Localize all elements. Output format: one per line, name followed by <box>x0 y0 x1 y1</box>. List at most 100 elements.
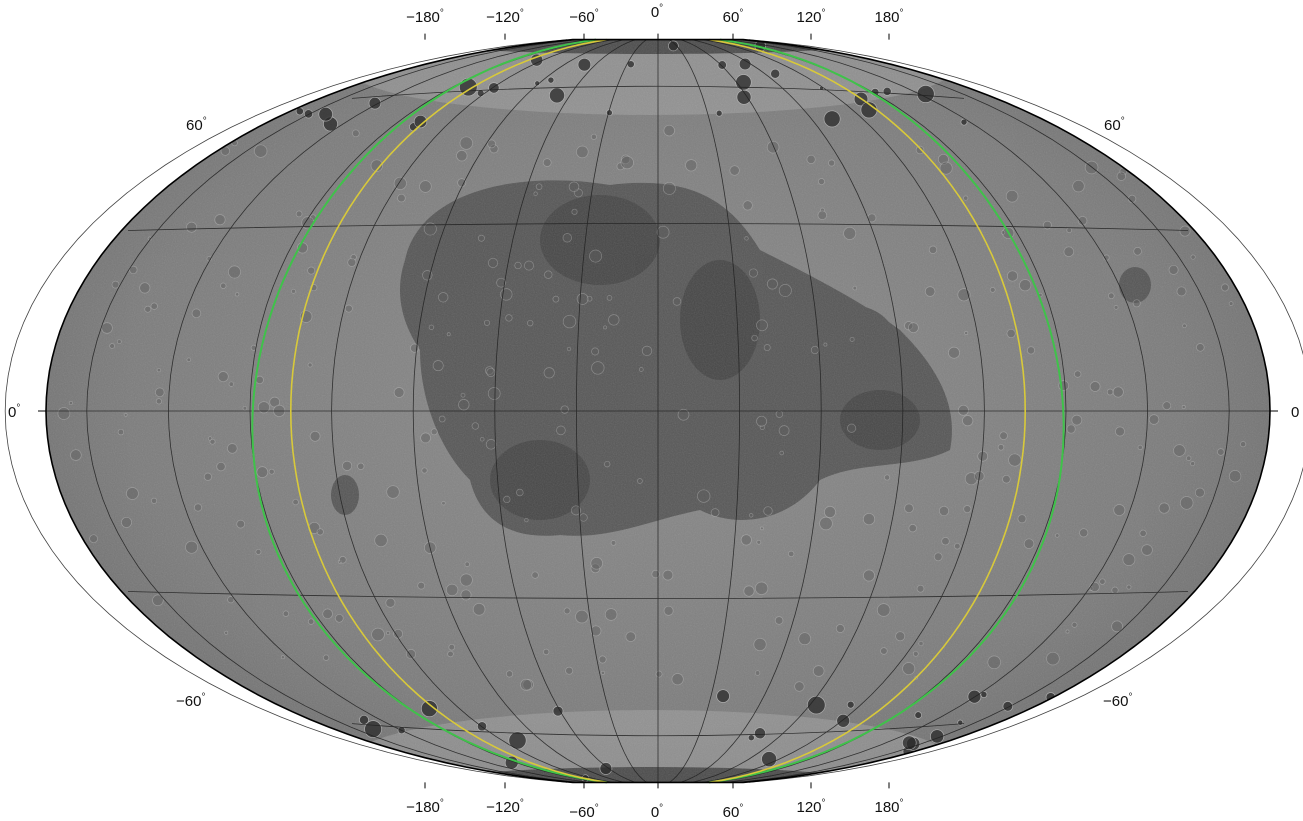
crater <box>715 109 723 117</box>
lon-label-top: −120° <box>486 8 524 26</box>
crater <box>1221 283 1229 292</box>
crater <box>430 428 438 436</box>
crater <box>445 583 459 597</box>
crater <box>228 265 241 279</box>
crater <box>608 314 620 326</box>
crater <box>740 534 752 546</box>
crater <box>823 110 841 128</box>
crater <box>516 488 524 497</box>
crater <box>863 569 875 582</box>
crater <box>924 286 936 297</box>
crater <box>957 404 969 416</box>
crater <box>1190 461 1196 467</box>
crater <box>756 319 768 332</box>
crater <box>280 655 285 660</box>
crater <box>763 344 771 352</box>
crater <box>744 236 749 241</box>
crater <box>987 655 1001 670</box>
crater <box>1176 286 1187 297</box>
crater <box>417 581 426 590</box>
crater <box>824 506 836 518</box>
crater <box>1084 160 1099 175</box>
crater <box>1132 299 1141 308</box>
crater <box>862 513 876 526</box>
lat-label-right: 0 <box>1291 404 1299 421</box>
crater <box>749 513 754 518</box>
crater <box>485 366 494 375</box>
crater <box>268 468 275 475</box>
crater <box>779 450 784 456</box>
crater <box>1005 189 1019 203</box>
crater <box>794 681 805 692</box>
crater <box>754 727 766 740</box>
crater <box>1008 453 1022 467</box>
crater <box>423 222 437 236</box>
crater <box>432 360 444 372</box>
crater <box>419 180 432 193</box>
crater <box>1181 405 1186 409</box>
crater <box>186 221 198 233</box>
crater <box>393 387 405 398</box>
crater <box>386 485 400 499</box>
lon-label-bottom: 0° <box>651 803 663 821</box>
crater <box>1194 487 1205 498</box>
crater <box>962 415 974 427</box>
crater <box>307 618 315 625</box>
crater <box>662 569 674 581</box>
crater <box>505 314 513 322</box>
crater <box>603 325 608 330</box>
crater <box>70 449 82 461</box>
crater <box>549 87 565 104</box>
bottom-longitude-labels: −180° −120° −60° 0° 60° 120° 180° <box>406 798 903 821</box>
crater <box>565 666 574 675</box>
crater <box>902 662 916 676</box>
crater <box>933 552 943 562</box>
crater <box>1099 578 1106 585</box>
crater <box>224 630 229 635</box>
crater <box>576 145 589 159</box>
crater <box>242 405 248 411</box>
crater <box>351 129 360 138</box>
graticule-line <box>351 85 965 99</box>
crater <box>1074 370 1082 378</box>
crater <box>68 400 73 406</box>
crater <box>292 498 299 506</box>
crater <box>748 268 758 278</box>
lon-label-bottom: −60° <box>569 803 598 821</box>
crater <box>1077 216 1088 226</box>
crater <box>918 640 924 647</box>
crater <box>228 381 234 387</box>
crater <box>1006 270 1019 282</box>
crater <box>1065 629 1070 634</box>
crater <box>963 505 972 514</box>
crater <box>1046 651 1060 666</box>
crater <box>760 526 764 531</box>
crater <box>928 245 938 254</box>
crater <box>116 339 122 345</box>
crater <box>756 539 762 545</box>
crater <box>543 648 550 656</box>
crater <box>489 144 499 154</box>
crater <box>672 297 682 306</box>
crater <box>552 295 560 303</box>
lon-label-bottom: −120° <box>486 798 524 816</box>
crater <box>818 178 825 186</box>
crater <box>217 371 229 383</box>
crater <box>591 361 605 375</box>
lat-label-right: 60° <box>1104 116 1125 134</box>
crater <box>835 624 845 633</box>
map-frame <box>45 38 1271 784</box>
crater <box>671 673 684 686</box>
crater <box>964 472 978 486</box>
crater <box>778 284 792 297</box>
crater <box>738 57 752 71</box>
crater <box>1089 381 1101 392</box>
crater <box>930 729 945 744</box>
crater <box>447 650 454 658</box>
crater <box>876 603 891 617</box>
crater <box>477 234 485 242</box>
crater <box>1113 305 1119 310</box>
crater <box>527 319 534 327</box>
crater <box>606 295 613 301</box>
crater <box>1141 544 1153 556</box>
